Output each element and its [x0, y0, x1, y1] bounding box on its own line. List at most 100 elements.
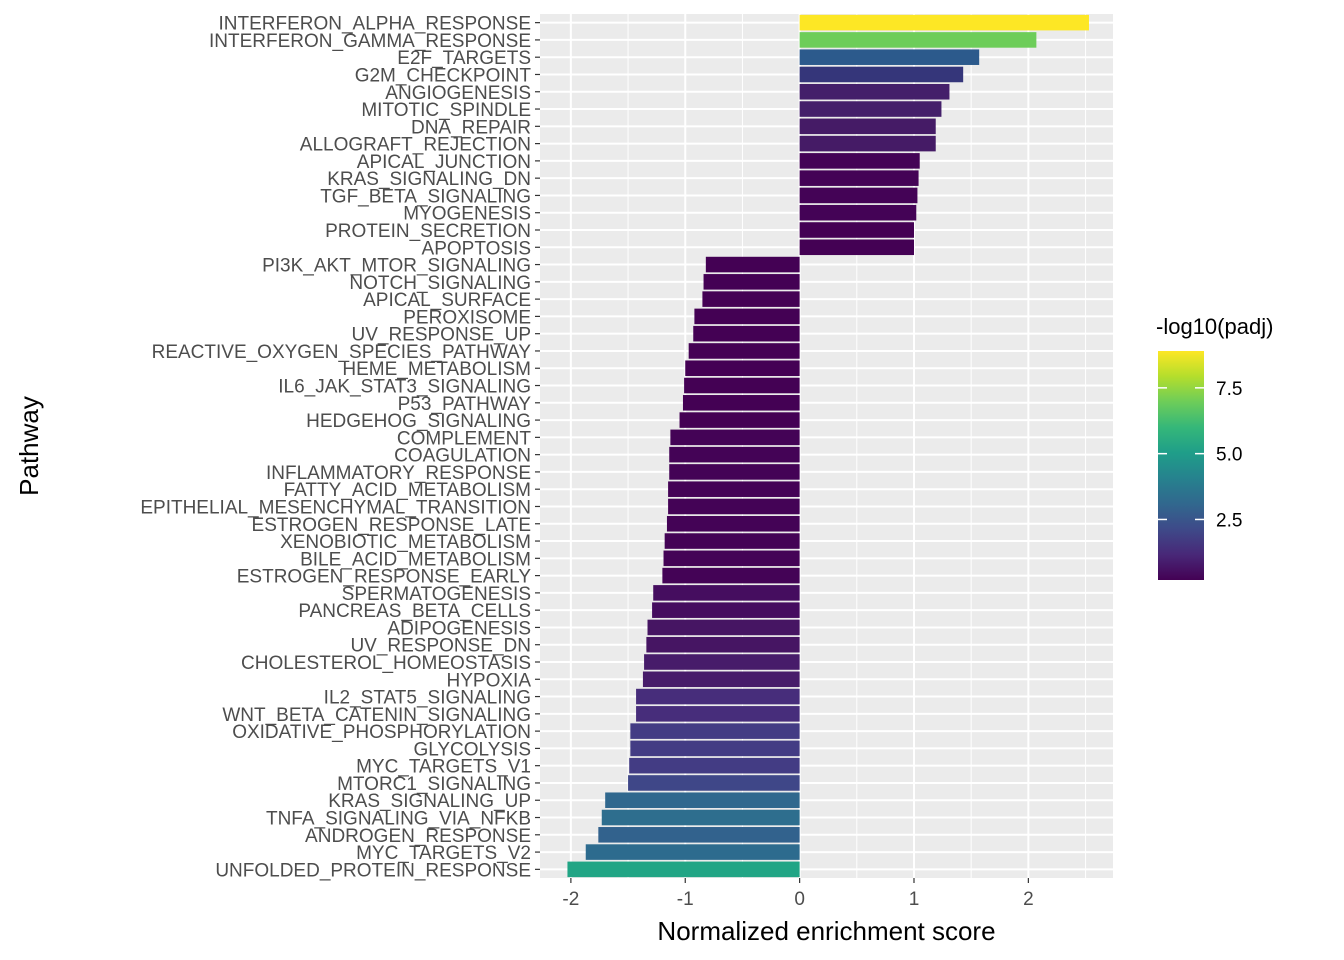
x-axis-title: Normalized enrichment score — [657, 916, 995, 946]
bar — [703, 274, 800, 290]
bar — [799, 135, 936, 152]
bar — [567, 861, 800, 878]
y-tick-label: APICAL_SURFACE — [363, 290, 531, 311]
y-tick-label: TNFA_SIGNALING_VIA_NFKB — [266, 809, 531, 830]
y-tick-label: HEDGEHOG_SIGNALING — [306, 411, 531, 432]
bar — [799, 66, 964, 83]
bar — [693, 325, 800, 342]
y-axis-title: Pathway — [14, 396, 44, 496]
y-tick-label: INTERFERON_ALPHA_RESPONSE — [218, 14, 531, 35]
y-tick-label: UNFOLDED_PROTEIN_RESPONSE — [215, 860, 531, 881]
y-tick-label: UV_RESPONSE_UP — [351, 325, 531, 346]
bar — [799, 83, 950, 100]
bar — [642, 671, 800, 688]
y-tick-label: APOPTOSIS — [422, 238, 531, 259]
y-tick-label: MYOGENESIS — [403, 204, 531, 225]
y-tick-label: COAGULATION — [394, 446, 531, 467]
y-tick-label: INTERFERON_GAMMA_RESPONSE — [209, 31, 531, 52]
y-tick-label: PROTEIN_SECRETION — [325, 221, 531, 242]
y-tick-label: MYC_TARGETS_V1 — [356, 757, 531, 778]
x-tick-label: -2 — [562, 889, 579, 910]
bar — [605, 792, 800, 809]
bar — [799, 101, 942, 117]
y-tick-label: PEROXISOME — [403, 307, 531, 328]
y-tick-label: ESTROGEN_RESPONSE_EARLY — [237, 567, 532, 588]
legend-colorbar — [1158, 351, 1204, 580]
bar — [629, 757, 800, 774]
y-tick-label: DNA_REPAIR — [411, 117, 531, 138]
y-tick-label: CHOLESTEROL_HOMEOSTASIS — [241, 653, 531, 674]
bar-layer — [567, 14, 1089, 878]
y-tick-label: REACTIVE_OXYGEN_SPECIES_PATHWAY — [152, 342, 532, 363]
bar — [653, 585, 800, 601]
bar — [799, 49, 980, 65]
bar — [636, 706, 800, 722]
bar — [636, 688, 800, 705]
legend-tick-label: 7.5 — [1216, 379, 1242, 400]
y-tick-label: XENOBIOTIC_METABOLISM — [280, 532, 531, 553]
bar — [668, 498, 800, 515]
legend-ticks: 2.5 5.0 7.5 — [1158, 379, 1242, 531]
y-tick-label: APICAL_JUNCTION — [357, 152, 531, 173]
bar — [647, 619, 800, 636]
x-axis: -2 -1 0 1 2 — [562, 878, 1034, 910]
bar — [669, 464, 800, 480]
bar — [799, 239, 914, 256]
y-tick-label: KRAS_SIGNALING_DN — [327, 169, 531, 190]
bar — [679, 412, 800, 428]
color-legend: -log10(padj) 2.5 5.0 7.5 — [1156, 314, 1273, 580]
y-tick-label: GLYCOLYSIS — [413, 739, 531, 760]
y-tick-label: ADIPOGENESIS — [387, 618, 531, 639]
y-tick-label: IL2_STAT5_SIGNALING — [324, 688, 531, 709]
y-tick-label: MITOTIC_SPINDLE — [361, 100, 531, 121]
bar — [585, 844, 800, 860]
bar — [630, 740, 800, 757]
bar — [601, 809, 800, 826]
x-tick-label: 2 — [1023, 889, 1034, 910]
bar — [799, 170, 919, 186]
y-tick-label: UV_RESPONSE_DN — [350, 636, 531, 657]
bar — [799, 153, 920, 169]
y-tick-label: ANGIOGENESIS — [385, 83, 531, 104]
bar — [688, 343, 800, 359]
y-tick-label: WNT_BETA_CATENIN_SIGNALING — [222, 705, 531, 726]
y-tick-label: FATTY_ACID_METABOLISM — [284, 480, 531, 501]
y-tick-label: PANCREAS_BETA_CELLS — [298, 601, 531, 622]
bar — [799, 204, 917, 221]
bar — [664, 533, 800, 549]
bar — [644, 654, 800, 670]
bar — [663, 550, 800, 567]
bar — [694, 308, 800, 325]
y-tick-label: HYPOXIA — [447, 670, 532, 691]
bar — [799, 32, 1037, 48]
bar — [799, 222, 914, 238]
bar — [652, 602, 800, 618]
y-tick-label: ANDROGEN_RESPONSE — [305, 826, 531, 847]
bar — [682, 395, 800, 411]
y-tick-label: HEME_METABOLISM — [342, 359, 531, 380]
y-tick-label: SPERMATOGENESIS — [342, 584, 531, 605]
y-tick-label: MYC_TARGETS_V2 — [356, 843, 531, 864]
y-tick-label: ALLOGRAFT_REJECTION — [300, 135, 531, 156]
bar — [684, 377, 800, 394]
bar — [668, 481, 800, 497]
legend-tick-label: 2.5 — [1216, 510, 1242, 531]
bar — [630, 723, 800, 739]
y-tick-label: INFLAMMATORY_RESPONSE — [266, 463, 531, 484]
bar — [670, 429, 800, 446]
bar — [598, 827, 800, 843]
bar — [669, 446, 800, 463]
legend-tick-label: 5.0 — [1216, 445, 1242, 466]
y-tick-label: BILE_ACID_METABOLISM — [300, 549, 531, 570]
x-tick-label: 0 — [794, 889, 805, 910]
y-tick-label: MTORC1_SIGNALING — [337, 774, 531, 795]
y-tick-label: PI3K_AKT_MTOR_SIGNALING — [262, 256, 531, 277]
y-tick-label: P53_PATHWAY — [398, 394, 532, 415]
y-axis: INTERFERON_ALPHA_RESPONSEINTERFERON_GAMM… — [140, 14, 540, 881]
y-tick-label: E2F_TARGETS — [397, 48, 531, 69]
y-tick-label: COMPLEMENT — [397, 428, 531, 449]
bar — [646, 636, 800, 653]
y-tick-label: ESTROGEN_RESPONSE_LATE — [252, 515, 531, 536]
